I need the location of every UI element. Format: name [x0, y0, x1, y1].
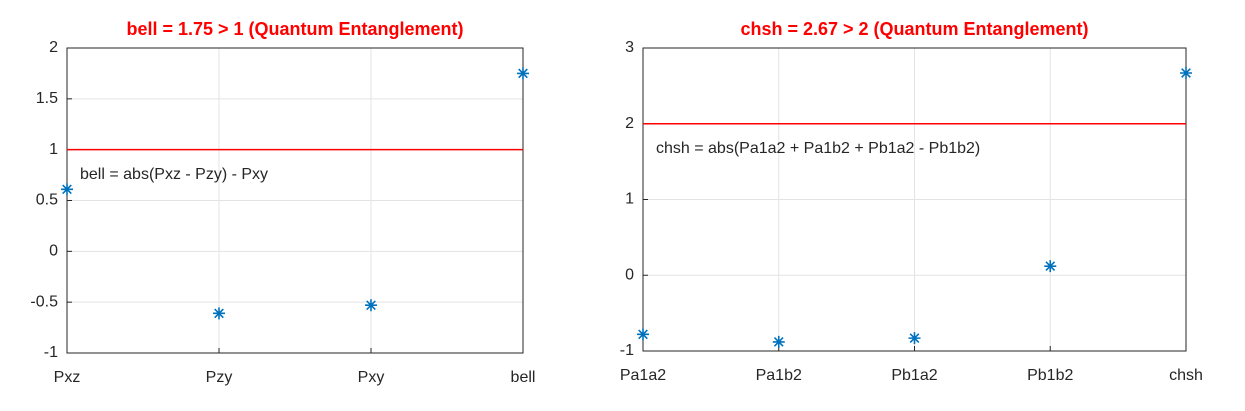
y-tick-label: -1	[620, 342, 634, 359]
y-tick-label: 0	[49, 243, 58, 260]
axes-box	[66, 47, 524, 354]
marker	[61, 183, 73, 196]
x-tick-label: Pb1a2	[891, 367, 937, 384]
y-tick-label: -1	[44, 344, 58, 361]
x-tick-label: chsh	[1169, 367, 1203, 384]
y-tick-label: 1.5	[36, 90, 58, 107]
annotation: chsh = abs(Pa1a2 + Pa1b2 + Pb1a2 - Pb1b2…	[656, 140, 980, 157]
x-tick-label: Pa1a2	[620, 367, 666, 384]
chart: -1 0 1 2 3 Pa1a2 Pa1b2 Pb1a2 Pb1b2 chsh chsh = abs…	[620, 19, 1203, 384]
chart-title: chsh = 2.67 > 2 (Quantum Entanglement)	[740, 19, 1088, 39]
chart-title: bell = 1.75 > 1 (Quantum Entanglement)	[126, 19, 463, 39]
x-tick-label: Pxz	[54, 369, 81, 386]
chart: -1 -0.5 0 0.5 1 1.5 2 Pxz Pzy Pxy bell bell = abs(P…	[30, 19, 535, 386]
y-tick-label: 0	[625, 266, 634, 283]
marker	[365, 299, 377, 312]
y-tick-label: 1	[625, 191, 634, 208]
axes-box	[642, 47, 1187, 352]
x-tick-label: Pzy	[206, 369, 233, 386]
x-tick-label: Pa1b2	[756, 367, 802, 384]
y-tick-label: 2	[625, 115, 634, 132]
y-tick-label: 1	[49, 141, 58, 158]
marker	[908, 332, 921, 345]
annotation: bell = abs(Pxz - Pzy) - Pxy	[80, 166, 268, 183]
y-tick-label: 3	[625, 39, 634, 56]
x-tick-label: Pb1b2	[1027, 367, 1073, 384]
marker	[517, 67, 529, 80]
marker	[772, 335, 785, 348]
y-tick-label: -0.5	[30, 293, 58, 310]
marker	[213, 307, 225, 320]
x-tick-label: bell	[511, 369, 536, 386]
marker	[637, 328, 649, 341]
marker	[1180, 66, 1192, 79]
y-tick-label: 0.5	[36, 192, 58, 209]
y-tick-label: 2	[49, 39, 58, 56]
x-tick-label: Pxy	[358, 369, 385, 386]
marker	[1044, 260, 1057, 273]
